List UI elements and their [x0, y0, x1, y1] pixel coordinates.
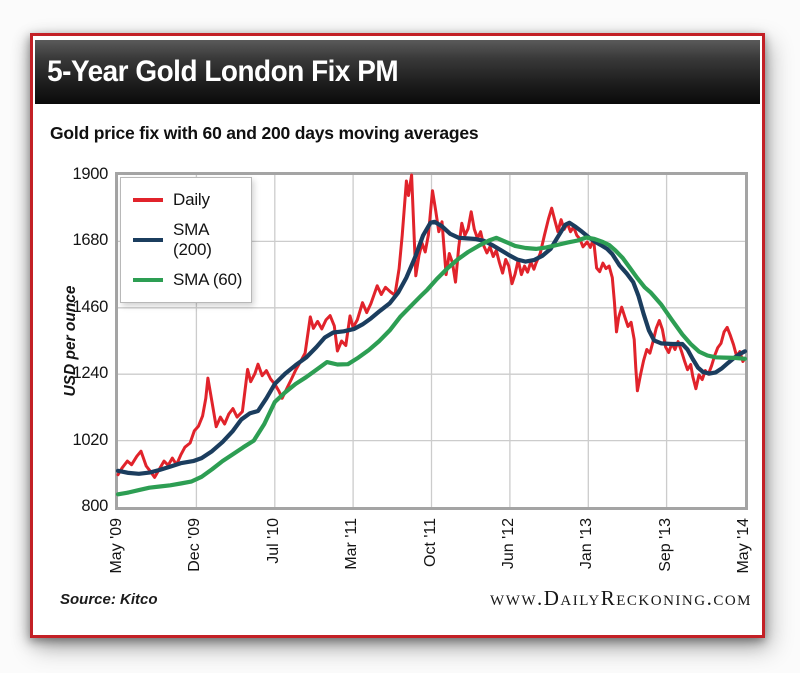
- x-tick-label: Mar '11: [343, 518, 361, 570]
- website-credit: www.DailyReckoning.com: [490, 586, 752, 610]
- y-tick-label: 800: [81, 497, 108, 515]
- y-tick-label: 1460: [72, 297, 108, 316]
- chart-panel: 5-Year Gold London Fix PM Gold price fix…: [30, 33, 765, 638]
- daily-line-swatch: [133, 198, 163, 202]
- title-bar: 5-Year Gold London Fix PM: [35, 40, 760, 104]
- x-tick-label: Sep '13: [656, 518, 674, 572]
- source-credit: Source: Kitco: [60, 591, 158, 608]
- legend-item-sma200: SMA (200): [121, 215, 251, 265]
- legend-item-sma60: SMA (60): [121, 265, 251, 295]
- legend-label-daily: Daily: [173, 190, 210, 209]
- legend-label-sma200: SMA (200): [173, 220, 212, 259]
- x-tick-label: Oct '11: [421, 518, 439, 567]
- x-tick-label: May '09: [108, 518, 125, 574]
- x-tick-label: Jun '12: [499, 518, 517, 570]
- y-tick-label: 1680: [72, 231, 108, 250]
- y-tick-label: 1020: [72, 430, 108, 449]
- x-tick-label: May '14: [735, 518, 752, 574]
- legend: Daily SMA (200) SMA (60): [120, 177, 252, 303]
- x-tick-label: Dec '09: [186, 518, 204, 572]
- y-tick-label: 1240: [72, 364, 108, 383]
- page-title: 5-Year Gold London Fix PM: [47, 55, 399, 88]
- sma60-line-swatch: [133, 278, 163, 282]
- legend-label-sma60: SMA (60): [173, 270, 243, 289]
- y-tick-label: 1900: [72, 165, 108, 183]
- x-tick-label: Jul '10: [264, 518, 282, 564]
- sma200-line-swatch: [133, 238, 163, 242]
- plot-area: USD per ounce 800 1020 1240 1460 1680 1900 Ma…: [62, 165, 752, 574]
- legend-item-daily: Daily: [121, 185, 251, 215]
- x-tick-label: Jan '13: [578, 518, 596, 570]
- chart-subtitle: Gold price fix with 60 and 200 days movi…: [50, 123, 479, 143]
